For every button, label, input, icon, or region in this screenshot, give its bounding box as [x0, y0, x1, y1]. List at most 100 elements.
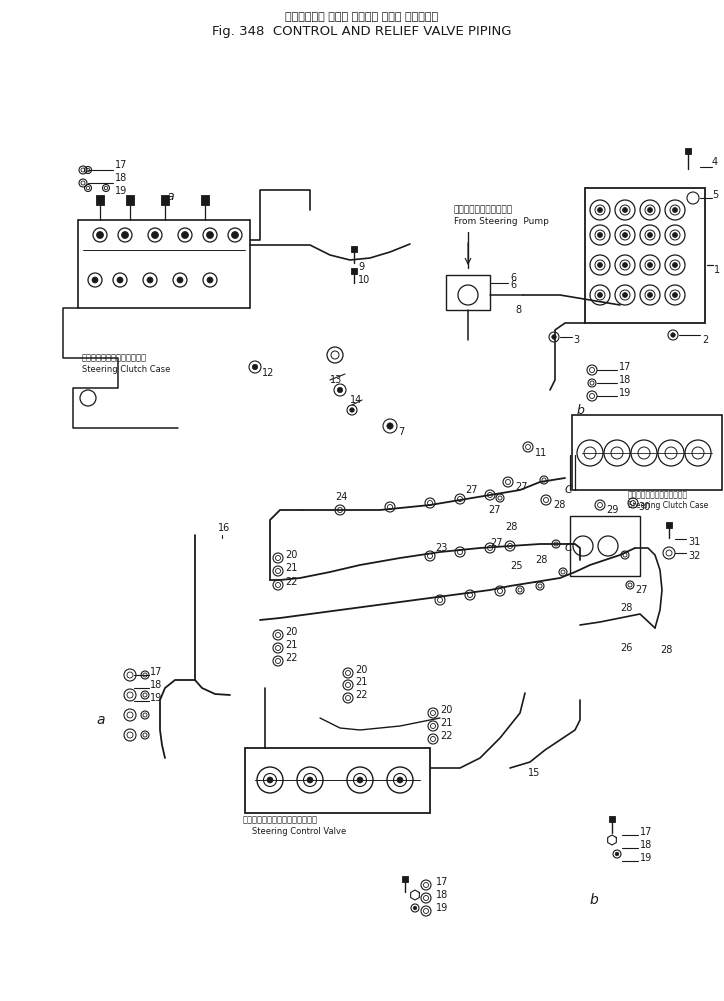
Text: 2: 2	[702, 335, 708, 345]
Bar	[446, 275, 490, 310]
Text: C: C	[565, 543, 573, 553]
Circle shape	[337, 387, 342, 392]
Circle shape	[620, 205, 630, 215]
Text: 22: 22	[285, 577, 298, 587]
Text: 27: 27	[488, 505, 500, 515]
Circle shape	[670, 332, 675, 337]
Text: 27: 27	[515, 482, 528, 492]
Circle shape	[347, 405, 357, 415]
Circle shape	[645, 205, 655, 215]
Text: 21: 21	[355, 677, 367, 687]
Bar	[572, 415, 722, 490]
Circle shape	[307, 777, 313, 783]
Text: 22: 22	[355, 690, 368, 700]
Circle shape	[117, 277, 123, 283]
Circle shape	[668, 330, 678, 340]
Circle shape	[387, 422, 393, 429]
Circle shape	[670, 230, 680, 240]
Bar	[609, 816, 615, 822]
Text: 6: 6	[510, 280, 516, 290]
Circle shape	[647, 292, 652, 297]
Text: 28: 28	[505, 522, 518, 532]
Text: 17: 17	[619, 362, 631, 372]
Text: 3: 3	[573, 335, 579, 345]
Circle shape	[623, 207, 628, 212]
Circle shape	[670, 290, 680, 300]
Text: 7: 7	[398, 427, 404, 437]
Text: 26: 26	[620, 643, 632, 653]
Circle shape	[411, 904, 419, 912]
Text: 5: 5	[712, 190, 718, 200]
Circle shape	[303, 774, 316, 787]
Circle shape	[620, 290, 630, 300]
Circle shape	[350, 407, 354, 412]
Text: 17: 17	[436, 877, 448, 887]
Circle shape	[645, 290, 655, 300]
Text: 18: 18	[619, 375, 631, 385]
Text: 20: 20	[440, 705, 452, 715]
Text: 4: 4	[712, 157, 718, 167]
Circle shape	[670, 205, 680, 215]
Circle shape	[383, 419, 397, 433]
Text: 17: 17	[150, 667, 162, 677]
Text: 20: 20	[355, 665, 367, 675]
Text: Steering Clutch Case: Steering Clutch Case	[82, 365, 170, 374]
Circle shape	[206, 231, 214, 238]
Circle shape	[353, 774, 366, 787]
Circle shape	[357, 777, 363, 783]
Circle shape	[249, 361, 261, 373]
Circle shape	[692, 447, 704, 459]
Text: 18: 18	[150, 680, 162, 690]
Bar	[245, 748, 430, 813]
Text: 20: 20	[285, 627, 298, 637]
Text: 9: 9	[358, 262, 364, 272]
Text: 8: 8	[515, 305, 521, 315]
Circle shape	[615, 852, 619, 856]
Circle shape	[647, 232, 652, 237]
Circle shape	[267, 777, 273, 783]
Text: 28: 28	[553, 500, 565, 510]
Bar	[351, 268, 357, 274]
Text: 15: 15	[528, 768, 540, 778]
Circle shape	[597, 262, 602, 267]
Text: 13: 13	[330, 375, 342, 385]
Text: Steering Control Valve: Steering Control Valve	[252, 828, 346, 837]
Circle shape	[584, 447, 596, 459]
Text: 16: 16	[218, 523, 230, 533]
Circle shape	[673, 207, 678, 212]
Text: 31: 31	[688, 537, 700, 547]
Circle shape	[611, 447, 623, 459]
Text: Steering Clutch Case: Steering Clutch Case	[628, 502, 708, 511]
Circle shape	[397, 777, 403, 783]
Text: 19: 19	[640, 853, 652, 863]
Circle shape	[334, 384, 346, 396]
Circle shape	[620, 260, 630, 270]
Circle shape	[620, 230, 630, 240]
Text: 1: 1	[714, 265, 720, 275]
Text: 18: 18	[115, 173, 127, 183]
Text: ステアリングクラッチケース: ステアリングクラッチケース	[628, 490, 688, 499]
Circle shape	[673, 262, 678, 267]
Circle shape	[613, 850, 621, 858]
Circle shape	[597, 232, 602, 237]
Circle shape	[552, 334, 556, 339]
Text: コントロール および リリーフ バルブ パイピング: コントロール および リリーフ バルブ パイピング	[285, 12, 439, 22]
Text: 18: 18	[640, 840, 652, 850]
Circle shape	[252, 364, 258, 369]
Text: 21: 21	[440, 718, 452, 728]
Text: b: b	[577, 403, 585, 416]
Circle shape	[623, 232, 628, 237]
Circle shape	[151, 231, 159, 238]
Text: ステアリングクラッチケース: ステアリングクラッチケース	[82, 353, 147, 362]
Bar	[351, 246, 357, 252]
Text: 10: 10	[358, 275, 370, 285]
Text: 17: 17	[115, 160, 127, 170]
Text: 19: 19	[436, 903, 448, 913]
Circle shape	[597, 207, 602, 212]
Circle shape	[647, 262, 652, 267]
Text: 14: 14	[350, 395, 362, 405]
Circle shape	[597, 292, 602, 297]
Circle shape	[623, 292, 628, 297]
Text: 28: 28	[620, 603, 632, 613]
Circle shape	[549, 332, 559, 342]
